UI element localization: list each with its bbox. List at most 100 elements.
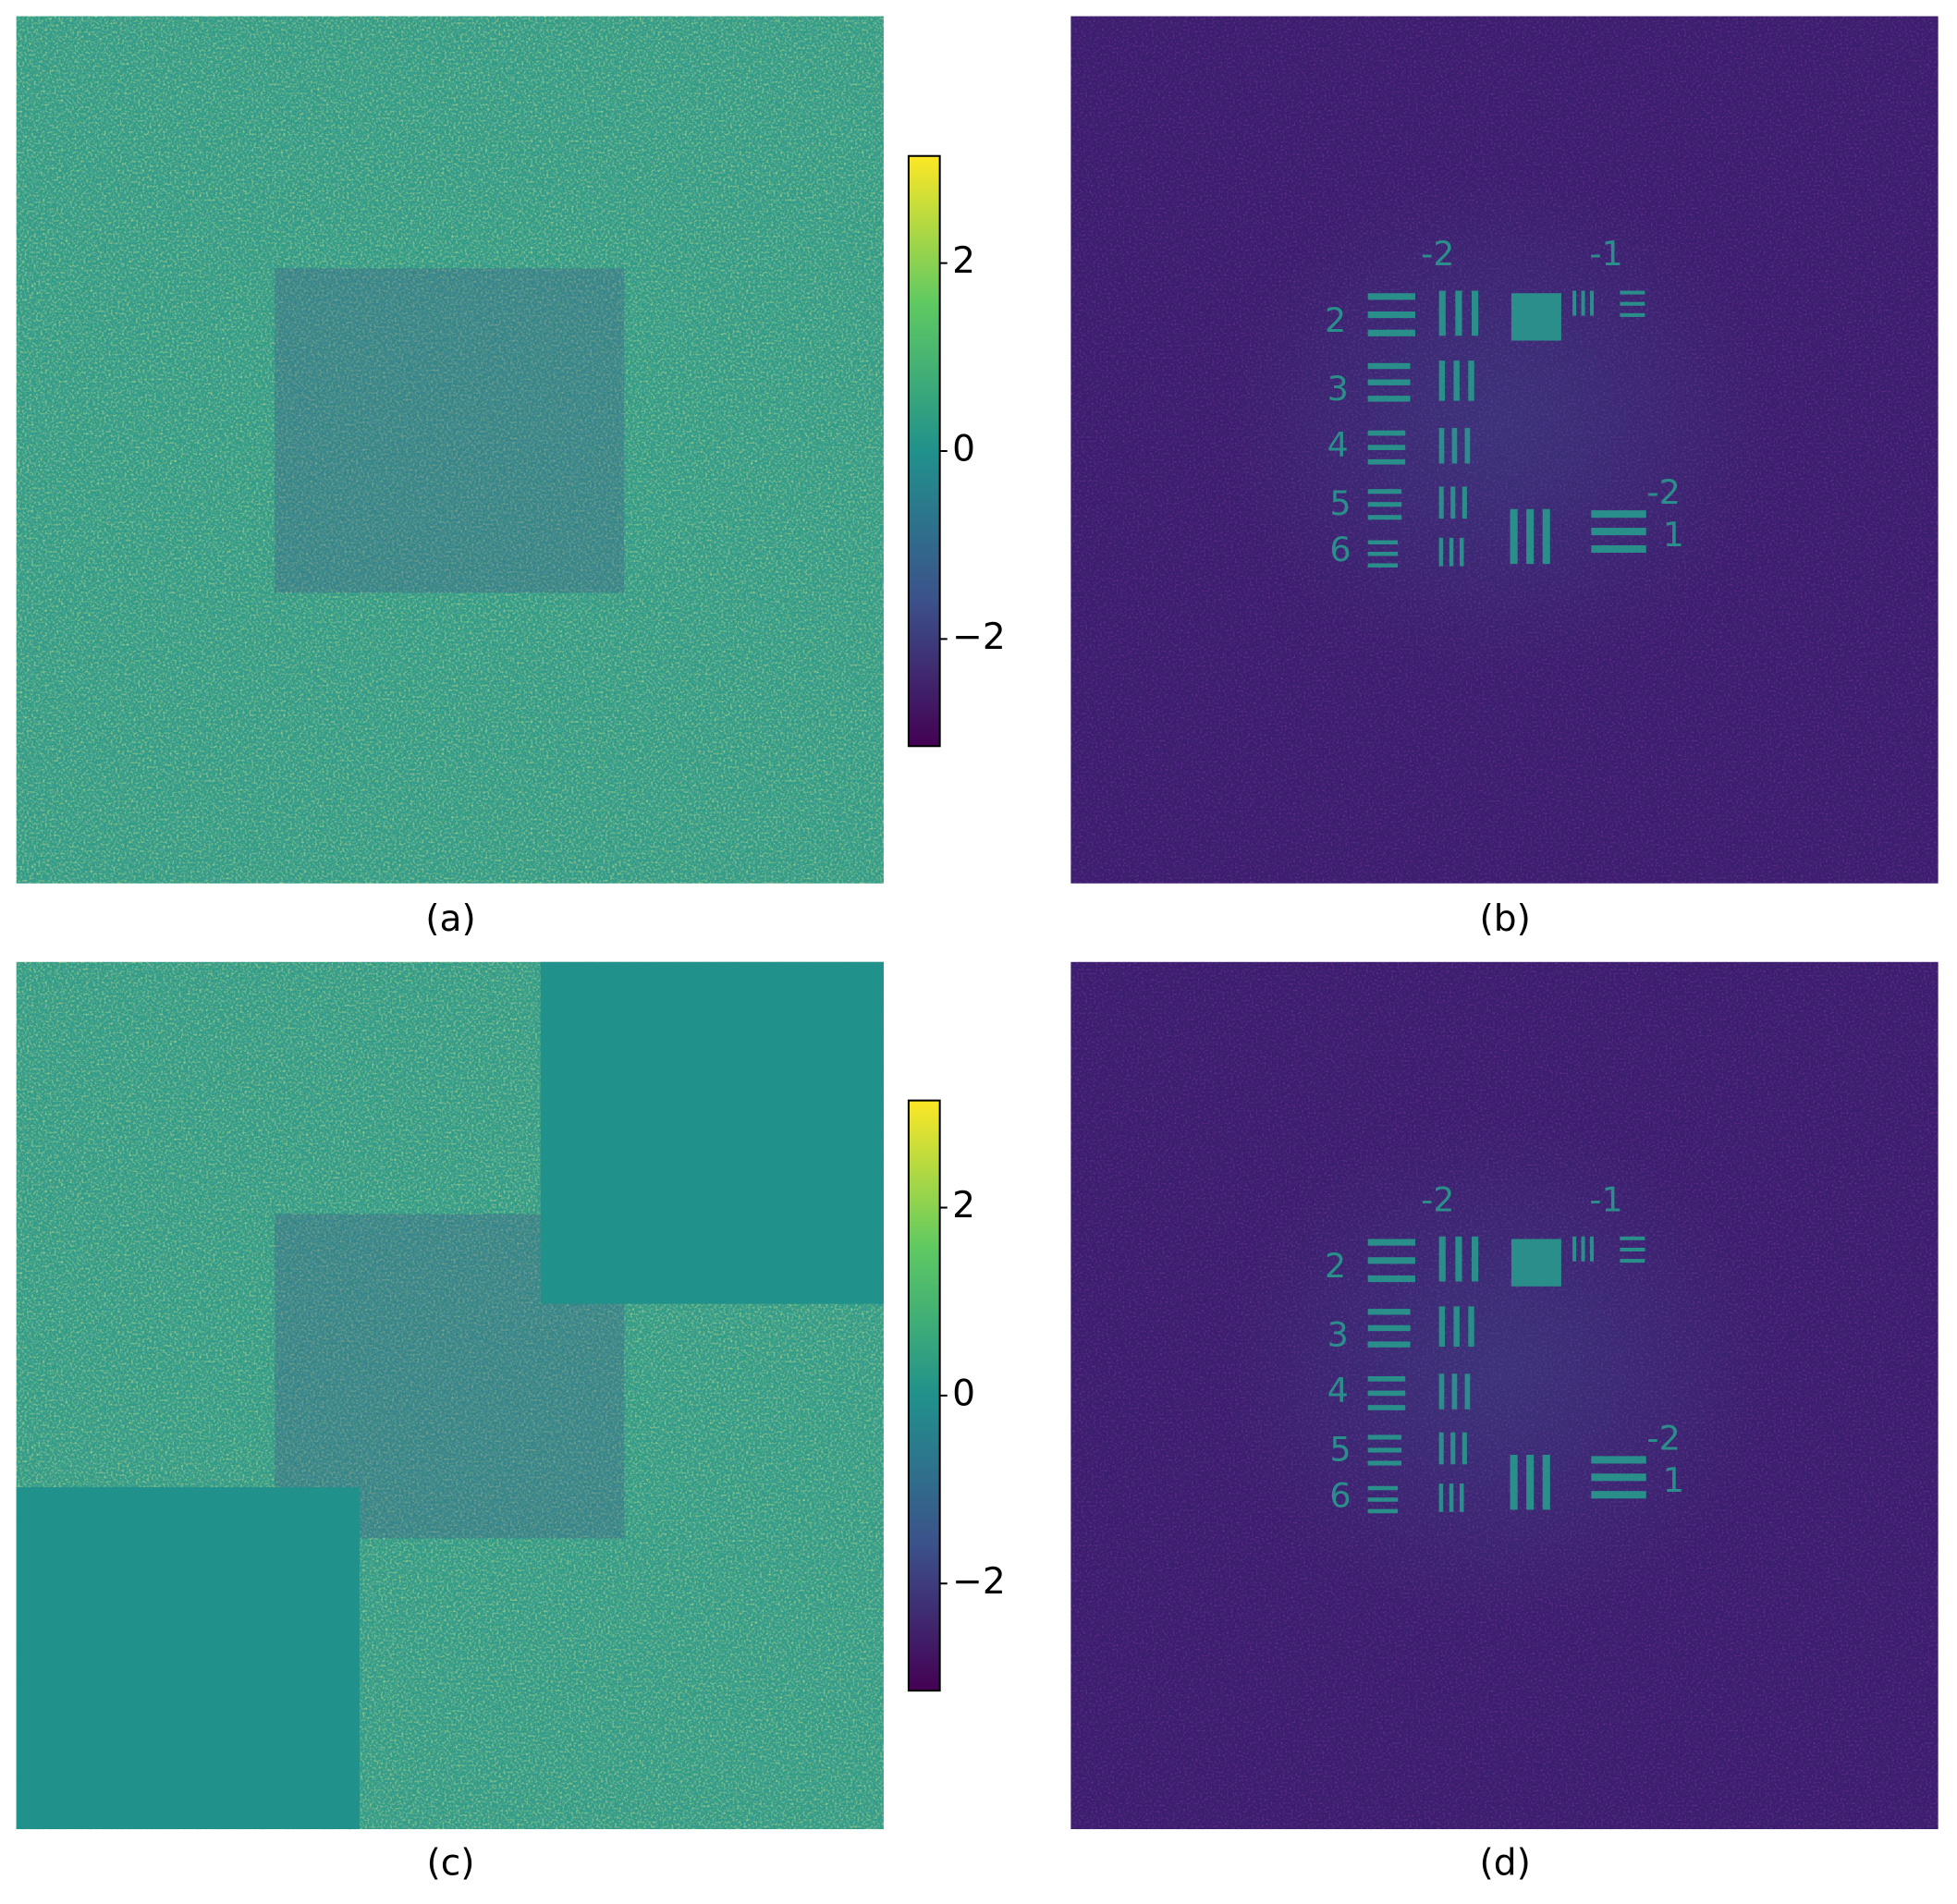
target-bar [1589, 290, 1595, 316]
target-bar [1367, 445, 1406, 450]
amplitude-image-b [1070, 16, 1939, 884]
target-bar [1572, 1236, 1577, 1262]
target-bar [1367, 1275, 1415, 1283]
target-bar [1438, 1306, 1446, 1347]
target-label: 3 [1327, 1314, 1349, 1354]
target-bar [1620, 290, 1645, 295]
target-bar [1453, 360, 1460, 401]
target-bar [1591, 1491, 1646, 1499]
target-bar [1438, 1483, 1444, 1512]
target-label: -2 [1646, 1418, 1680, 1458]
target-label: 6 [1329, 1475, 1351, 1515]
target-bar [1367, 1390, 1406, 1397]
target-bar [1468, 360, 1474, 401]
target-bar [1620, 301, 1645, 306]
panel-label: (d) [1479, 1843, 1530, 1885]
target-bar [1367, 515, 1402, 520]
target-bar [1450, 1432, 1456, 1465]
panel-label: (b) [1479, 898, 1530, 940]
target-bar [1449, 537, 1454, 567]
target-bar [1620, 1247, 1645, 1251]
tick-label: 0 [952, 429, 975, 470]
target-bar [1438, 1432, 1444, 1465]
target-bar [1620, 1236, 1645, 1240]
target-bar [1367, 1447, 1402, 1453]
target-bar [1367, 489, 1402, 494]
target-bar [1367, 1309, 1411, 1315]
target-bar [1572, 290, 1577, 316]
tick-label: −2 [952, 616, 1006, 658]
target-bar [1449, 1483, 1454, 1512]
panel-label: (c) [426, 1843, 474, 1885]
target-bar [1451, 428, 1458, 464]
target-bar [1367, 1324, 1411, 1332]
target-bar [1367, 1434, 1402, 1440]
target-bar [1367, 1375, 1406, 1382]
panel-label: (a) [425, 898, 476, 940]
target-bar [1438, 537, 1444, 567]
target-label: 1 [1663, 515, 1684, 555]
target-bar [1526, 508, 1535, 565]
target-bar [1367, 1460, 1402, 1466]
target-bar [1438, 486, 1444, 519]
target-bar [1367, 396, 1411, 402]
target-bar [1510, 508, 1518, 565]
target-bar [1367, 430, 1406, 436]
target-bar [1438, 1373, 1445, 1410]
target-bar [1591, 1473, 1646, 1482]
target-bar [1367, 293, 1415, 300]
target-bar [1367, 502, 1402, 507]
target-label: -1 [1589, 1179, 1622, 1219]
tick-label: 0 [952, 1373, 975, 1414]
target-label: -1 [1589, 234, 1622, 274]
target-bar [1367, 1257, 1415, 1264]
target-label: -2 [1421, 1179, 1454, 1219]
target-bar [1438, 428, 1445, 464]
target-bar [1462, 1432, 1467, 1465]
target-bar [1591, 528, 1646, 536]
target-bar [1438, 360, 1446, 401]
target-bar [1367, 362, 1411, 370]
target-bar [1459, 537, 1464, 567]
target-bar [1542, 1455, 1550, 1510]
tick-label: 2 [952, 1185, 975, 1227]
target-bar [1464, 1373, 1471, 1410]
phase-image-a [16, 16, 884, 884]
target-bar [1468, 1306, 1474, 1347]
colorbar [907, 154, 941, 748]
target-bar [1367, 1341, 1411, 1348]
target-bar [1462, 486, 1467, 519]
target-bar [1451, 1373, 1458, 1410]
target-bar [1591, 1456, 1646, 1464]
target-label: 6 [1329, 530, 1351, 569]
target-bar [1367, 311, 1415, 319]
target-label: 3 [1327, 369, 1349, 409]
target-bar [1438, 290, 1446, 336]
target-label: 5 [1329, 483, 1351, 523]
target-bar [1455, 290, 1462, 336]
target-label: 4 [1327, 1371, 1349, 1410]
colorbars: −2 0 2 −2 0 2 [907, 154, 1006, 1692]
target-label: 1 [1663, 1460, 1684, 1500]
target-bar [1526, 1455, 1535, 1510]
colorbar [907, 1099, 941, 1692]
target-label: -2 [1421, 234, 1454, 274]
target-bar [1464, 428, 1471, 464]
target-label: -2 [1646, 472, 1680, 512]
target-label: 2 [1325, 1246, 1346, 1286]
target-bar [1581, 290, 1585, 316]
target-bar [1367, 458, 1406, 465]
target-label: 2 [1325, 300, 1346, 340]
panel-labels: (a) (b) (c) (d) [425, 898, 1531, 1885]
target-bar [1450, 486, 1456, 519]
target-bar [1591, 544, 1646, 554]
target-bar [1591, 510, 1646, 519]
target-bar [1620, 1259, 1645, 1263]
target-bar [1367, 1508, 1399, 1514]
target-bar [1472, 290, 1479, 336]
target-bar [1581, 1236, 1585, 1262]
target-bar [1367, 563, 1399, 568]
target-bar [1367, 551, 1399, 556]
target-bar [1367, 1485, 1399, 1491]
target-bar [1367, 329, 1415, 336]
